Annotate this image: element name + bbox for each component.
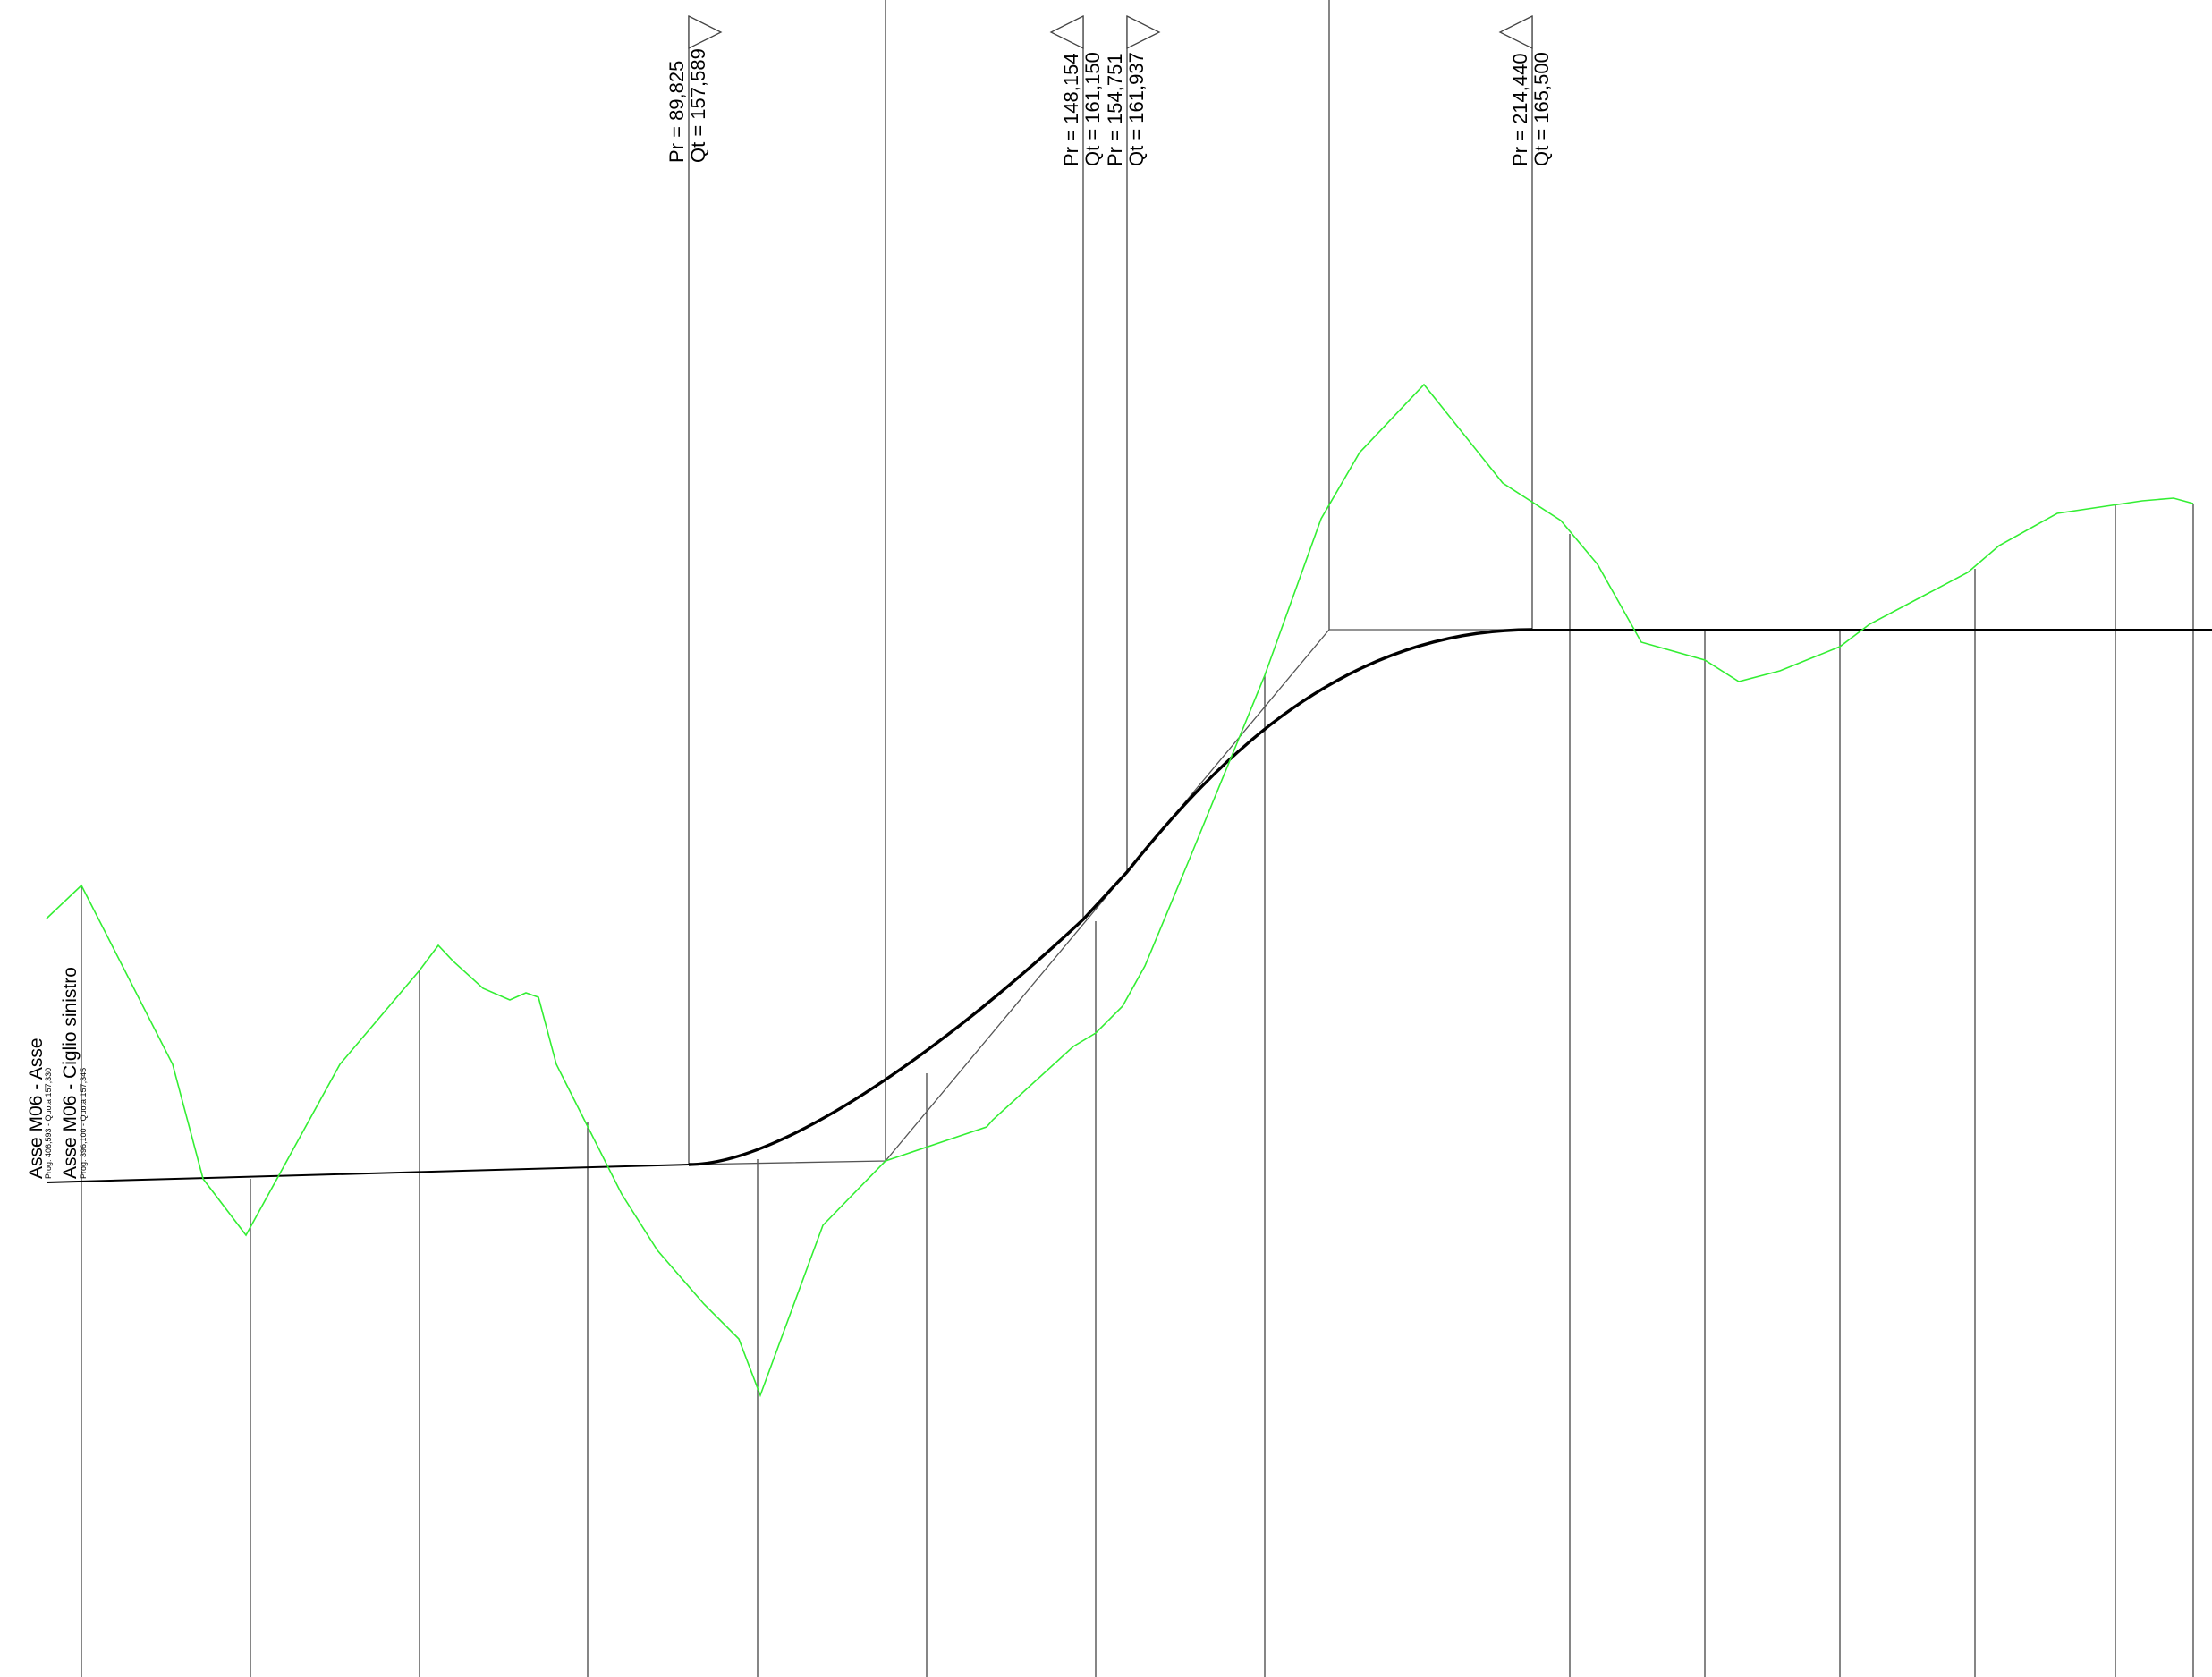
edge-subtitle: Prog. 396,100 - Quota 157,345 [79, 1068, 88, 1179]
flag-right-icon [688, 14, 723, 50]
curve-marker-stems [688, 16, 1533, 1165]
terrain-line [46, 383, 2194, 1398]
marker-pr-label: Pr = 214,440 [1509, 53, 1531, 166]
marker-qt-label: Qt = 165,500 [1530, 52, 1553, 166]
edge-title: Asse M06 - Ciglio sinistro [60, 967, 81, 1179]
profile-vertical-curve [688, 628, 1533, 1166]
marker-qt-label: Qt = 157,589 [687, 48, 709, 163]
marker-qt-label: Qt = 161,937 [1125, 52, 1148, 166]
marker-flags [688, 14, 1533, 50]
profile-straight [46, 1164, 690, 1183]
tangent-polyline [688, 629, 2212, 1165]
grade-tangents [688, 629, 2212, 1165]
axis-labels: Asse M06 - Asse Prog. 406,593 - Quota 15… [26, 967, 88, 1179]
marker-qt-label: Qt = 161,150 [1081, 52, 1104, 166]
flag-left-icon [1498, 14, 1533, 50]
design-profile [46, 628, 2212, 1183]
axis-title: Asse M06 - Asse [26, 1038, 47, 1179]
marker-pr-label: Pr = 89,825 [665, 61, 688, 163]
pvi-reference-lines [885, 0, 1330, 1161]
marker-pr-label: Pr = 154,751 [1104, 53, 1126, 166]
marker-pr-label: Pr = 148,154 [1060, 53, 1082, 166]
flag-left-icon [1049, 14, 1084, 50]
curve-marker-labels: Pr = 89,825 Qt = 157,589 Pr = 148,154 Qt… [665, 48, 1553, 166]
flag-right-icon [1126, 14, 1161, 50]
station-lines [81, 504, 2194, 1677]
axis-subtitle: Prog. 406,593 - Quota 157,330 [44, 1068, 53, 1179]
